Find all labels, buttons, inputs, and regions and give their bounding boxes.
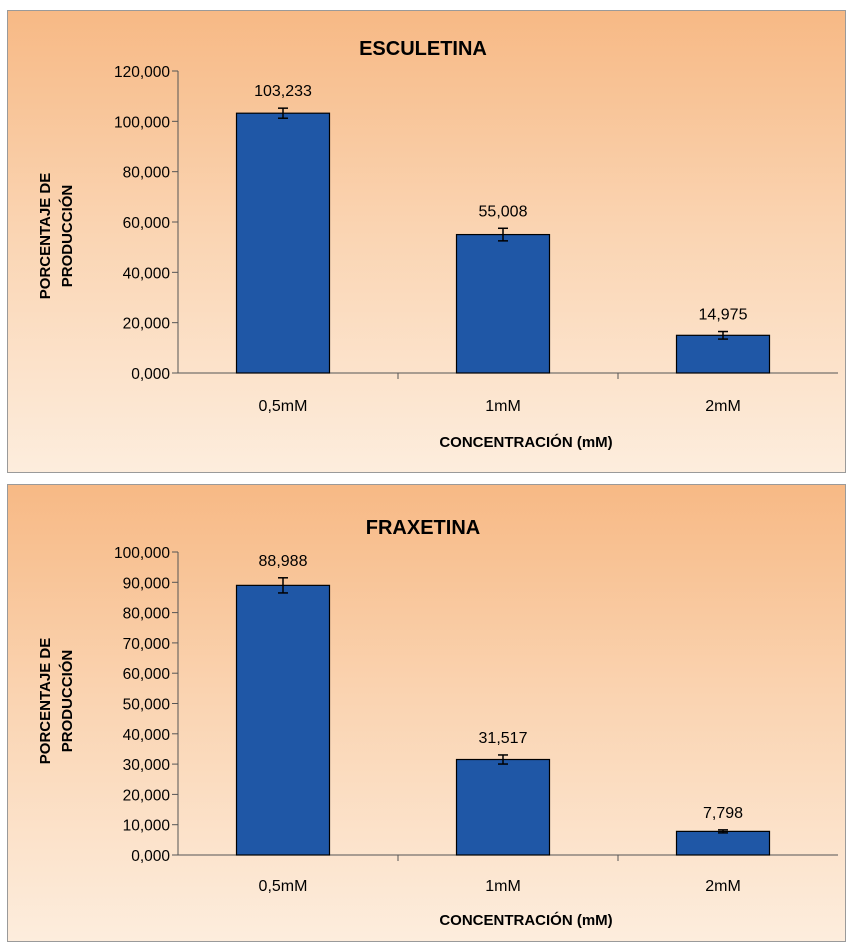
bar (455, 758, 551, 856)
chart-title: ESCULETINA (359, 38, 487, 60)
y-tick-label: 0,000 (131, 366, 170, 383)
chart-panel-fraxetina: FRAXETINA 0,000 10,000 20,000 30,000 40,000 50… (7, 484, 846, 942)
y-tick-label: 50,000 (123, 697, 171, 714)
y-tick-label: 10,000 (123, 818, 171, 835)
y-axis-title-line: PRODUCCIÓN (58, 650, 76, 753)
x-tick-label: 0,5mM (259, 398, 308, 415)
y-tick-label: 70,000 (123, 636, 171, 653)
chart-title: FRAXETINA (366, 517, 480, 539)
y-axis-title-line: PORCENTAJE DE (37, 173, 54, 299)
y-tick-label: 20,000 (123, 787, 171, 804)
y-tick-label: 0,000 (131, 848, 170, 865)
x-axis-title: CONCENTRACIÓN (mM) (439, 433, 612, 451)
x-axis-title: CONCENTRACIÓN (mM) (439, 911, 612, 929)
chart-panel-esculetina: ESCULETINA 0,000 20,000 40,000 60,000 80,000 1… (7, 10, 846, 473)
y-axis-title-line: PRODUCCIÓN (58, 185, 76, 288)
bar-chart-fraxetina: FRAXETINA 0,000 10,000 20,000 30,000 40,000 50… (37, 517, 838, 929)
bar (235, 584, 331, 856)
bar (455, 233, 551, 374)
y-tick-label: 60,000 (123, 666, 171, 683)
bar (675, 334, 771, 374)
y-tick-label: 40,000 (123, 265, 171, 282)
x-tick-label: 1mM (485, 878, 521, 895)
y-tick-label: 40,000 (123, 727, 171, 744)
data-label: 103,233 (254, 83, 312, 100)
y-tick-label: 60,000 (123, 215, 171, 232)
y-tick-label: 20,000 (123, 316, 171, 333)
data-label: 55,008 (479, 203, 528, 220)
y-tick-label: 90,000 (123, 575, 171, 592)
bar (675, 830, 771, 856)
x-tick-label: 1mM (485, 398, 521, 415)
x-tick-label: 0,5mM (259, 878, 308, 895)
bar (235, 112, 331, 374)
x-tick-label: 2mM (705, 398, 741, 415)
x-tick-label: 2mM (705, 878, 741, 895)
data-label: 7,798 (703, 805, 743, 822)
y-tick-label: 80,000 (123, 606, 171, 623)
y-tick-label: 100,000 (114, 545, 170, 562)
data-label: 31,517 (479, 730, 528, 747)
y-tick-label: 100,000 (114, 114, 170, 131)
y-tick-label: 120,000 (114, 64, 170, 81)
data-label: 88,988 (259, 553, 308, 570)
data-label: 14,975 (699, 307, 748, 324)
y-axis-title-line: PORCENTAJE DE (37, 638, 54, 764)
bar-chart-esculetina: ESCULETINA 0,000 20,000 40,000 60,000 80,000 1… (37, 38, 838, 451)
y-tick-label: 80,000 (123, 165, 171, 182)
y-tick-label: 30,000 (123, 757, 171, 774)
